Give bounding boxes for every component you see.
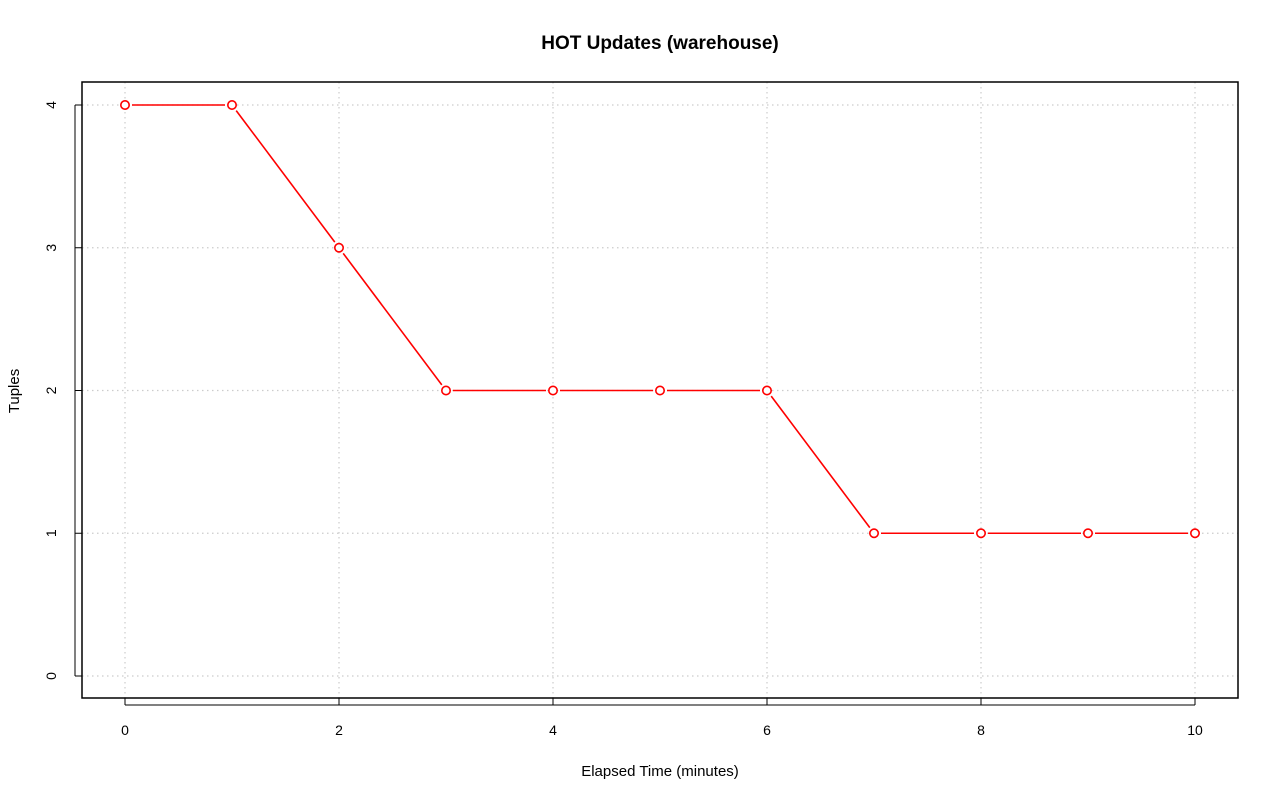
x-axis-label: Elapsed Time (minutes): [581, 763, 739, 780]
data-point: [120, 100, 131, 111]
data-point: [761, 385, 772, 396]
x-tick-label: 8: [977, 722, 985, 738]
series-layer: [120, 100, 1201, 539]
y-axis-label: Tuples: [6, 369, 23, 413]
data-point: [654, 385, 665, 396]
series-line-segment: [235, 110, 336, 243]
y-axis: 0 1 2 3 4: [43, 101, 82, 680]
x-axis: 0 2 4 6 8 10: [121, 698, 1203, 738]
x-tick-label: 0: [121, 722, 129, 738]
series-0: [120, 100, 1201, 539]
x-tick-label: 4: [549, 722, 557, 738]
data-point: [227, 100, 238, 111]
y-tick-label: 3: [43, 244, 59, 252]
x-tick-label: 2: [335, 722, 343, 738]
chart-title: HOT Updates (warehouse): [541, 33, 779, 54]
y-tick-label: 2: [43, 386, 59, 394]
y-tick-label: 0: [43, 672, 59, 680]
x-tick-label: 6: [763, 722, 771, 738]
data-point: [975, 528, 986, 539]
y-tick-label: 1: [43, 529, 59, 537]
y-tick-label: 4: [43, 101, 59, 109]
data-point: [1190, 528, 1201, 539]
data-point: [440, 385, 451, 396]
data-point: [547, 385, 558, 396]
x-tick-label: 10: [1187, 722, 1203, 738]
data-point: [333, 242, 344, 253]
data-point: [1083, 528, 1094, 539]
data-point: [868, 528, 879, 539]
series-line-segment: [770, 395, 871, 529]
series-line-segment: [342, 252, 443, 386]
